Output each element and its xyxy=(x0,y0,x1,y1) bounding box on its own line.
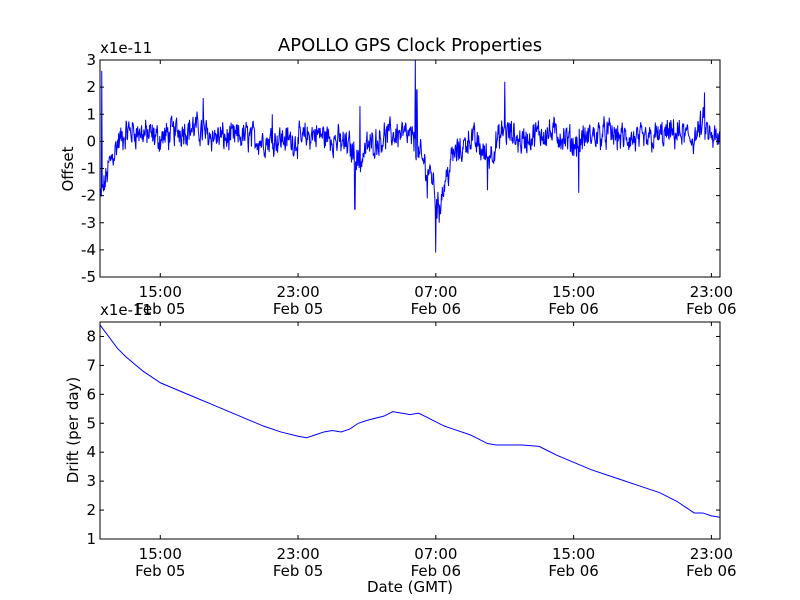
top-x-tick-label-date: Feb 06 xyxy=(548,300,598,318)
top-x-tick-label-time: 23:00 xyxy=(690,283,733,301)
top-y-axis-label: Offset xyxy=(59,146,77,191)
bottom-x-tick-label-date: Feb 05 xyxy=(273,562,323,580)
top-x-tick-label-date: Feb 05 xyxy=(135,300,185,318)
bottom-x-tick-label-date: Feb 05 xyxy=(135,562,185,580)
bottom-y-axis-label: Drift (per day) xyxy=(64,377,82,484)
bottom-y-tick-label: 3 xyxy=(86,472,96,490)
top-x-tick-label-time: 23:00 xyxy=(276,283,319,301)
top-y-tick-label: 0 xyxy=(86,132,96,150)
bottom-axes-frame xyxy=(99,321,721,540)
bottom-y-tick-label: 4 xyxy=(86,443,96,461)
top-y-tick-label: -2 xyxy=(81,187,96,205)
bottom-x-tick-label-time: 07:00 xyxy=(414,545,457,563)
bottom-x-tick-label-date: Feb 06 xyxy=(411,562,461,580)
bottom-y-tick-label: 7 xyxy=(86,356,96,374)
chart-title: APOLLO GPS Clock Properties xyxy=(278,35,542,56)
drift-series-line xyxy=(99,324,721,518)
bottom-y-tick-label: 1 xyxy=(86,530,96,548)
bottom-x-tick-label-time: 15:00 xyxy=(139,545,182,563)
top-y-tick-label: -4 xyxy=(81,241,96,259)
offset-series-line xyxy=(99,59,721,253)
top-x-tick-label-time: 15:00 xyxy=(139,283,182,301)
top-y-tick-label: 2 xyxy=(86,78,96,96)
top-scale-label: x1e-11 xyxy=(100,39,152,57)
top-x-tick-label-date: Feb 05 xyxy=(273,300,323,318)
bottom-plot-area xyxy=(99,324,721,518)
top-y-tick-label: 3 xyxy=(86,51,96,69)
bottom-y-tick-label: 8 xyxy=(86,327,96,345)
bottom-x-tick-label-time: 15:00 xyxy=(552,545,595,563)
top-x-tick-label-time: 07:00 xyxy=(414,283,457,301)
bottom-scale-label: x1e-11 xyxy=(100,301,152,319)
bottom-x-tick-label-date: Feb 06 xyxy=(686,562,736,580)
bottom-x-tick-label-time: 23:00 xyxy=(276,545,319,563)
bottom-y-tick-label: 6 xyxy=(86,385,96,403)
bottom-y-tick-label: 5 xyxy=(86,414,96,432)
top-y-tick-label: -1 xyxy=(81,160,96,178)
top-plot-area xyxy=(99,59,721,253)
bottom-y-tick-label: 2 xyxy=(86,501,96,519)
bottom-x-tick-label-time: 23:00 xyxy=(690,545,733,563)
bottom-x-tick-label-date: Feb 06 xyxy=(548,562,598,580)
top-y-tick-label: -5 xyxy=(81,268,96,286)
top-x-tick-label-date: Feb 06 xyxy=(411,300,461,318)
top-y-tick-label: -3 xyxy=(81,214,96,232)
x-axis-label: Date (GMT) xyxy=(367,578,453,596)
top-x-tick-label-time: 15:00 xyxy=(552,283,595,301)
top-y-tick-label: 1 xyxy=(86,105,96,123)
top-x-tick-label-date: Feb 06 xyxy=(686,300,736,318)
